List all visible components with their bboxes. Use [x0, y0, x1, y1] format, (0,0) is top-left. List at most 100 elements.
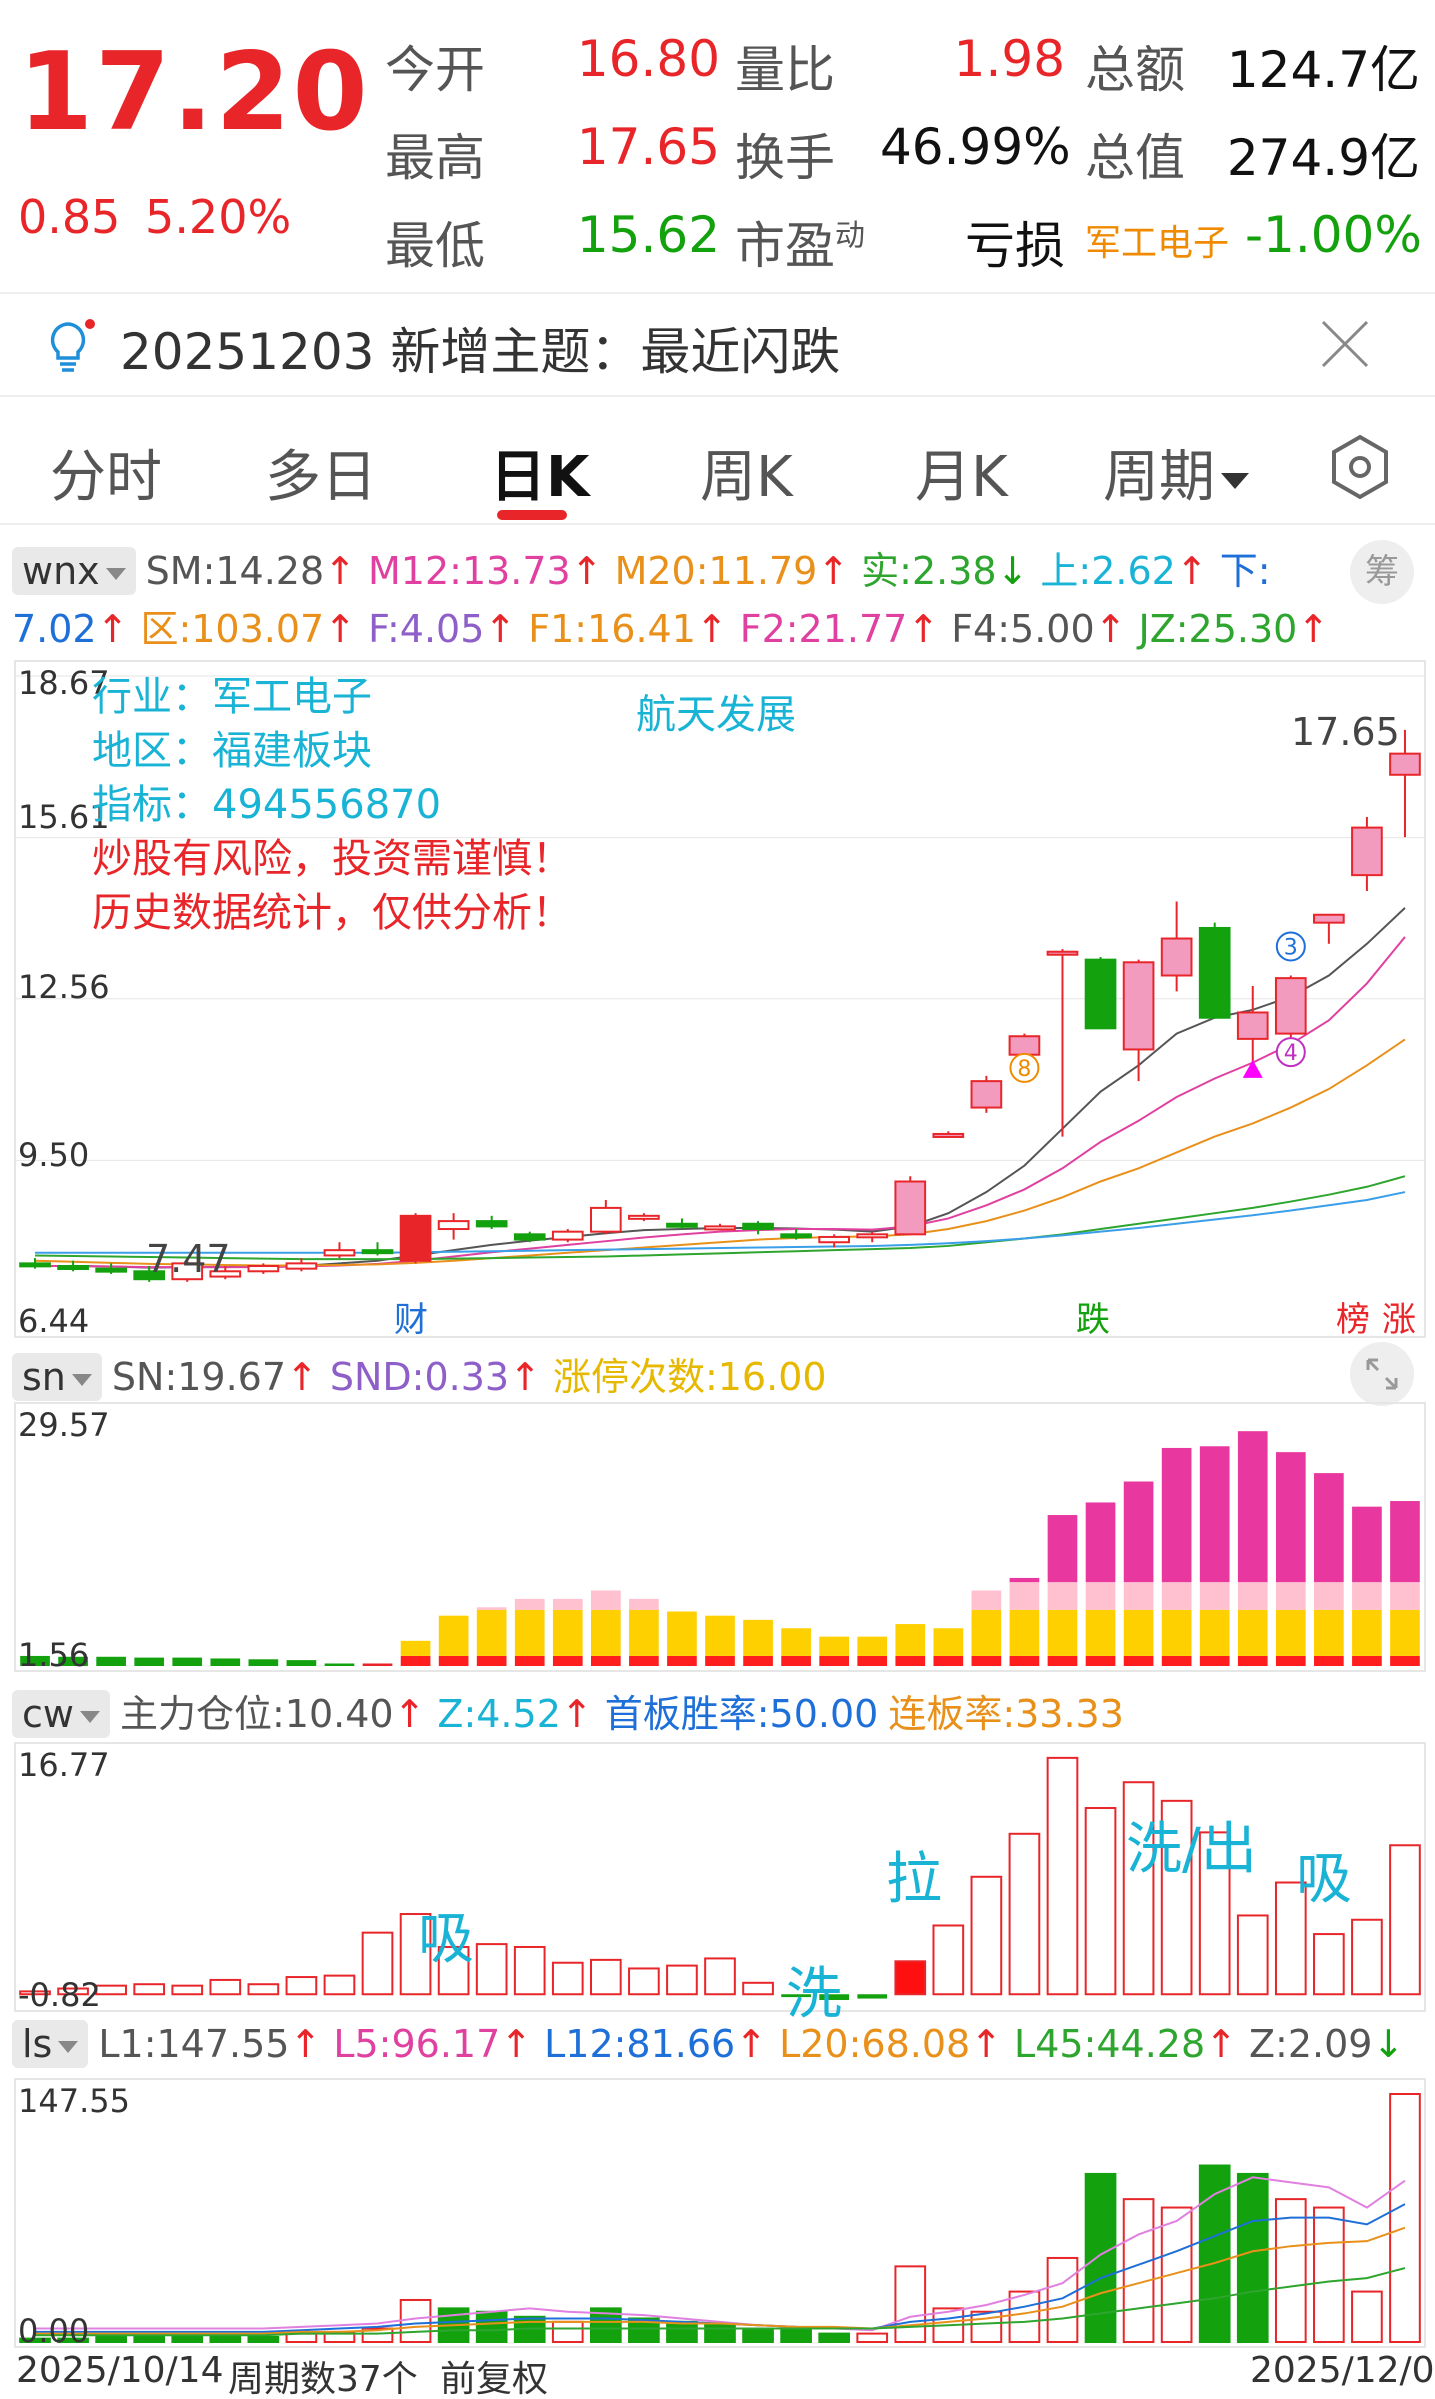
- tab-period-dropdown[interactable]: 周期: [1103, 432, 1249, 513]
- chip-distribution-button[interactable]: 筹: [1350, 540, 1414, 604]
- sn-panel[interactable]: 29.57 1.56: [14, 1402, 1426, 1674]
- sn-bar-segment: [1314, 1582, 1344, 1610]
- end-date: 2025/12/03: [1250, 2350, 1435, 2391]
- high-price-label: 17.65: [1291, 710, 1400, 754]
- tab-multiday[interactable]: 多日: [265, 445, 377, 510]
- candle-body: [894, 1180, 927, 1236]
- tab-intraday[interactable]: 分时: [50, 445, 162, 510]
- ls-panel[interactable]: 147.55 0.00: [14, 2078, 1426, 2350]
- adjust-mode[interactable]: 前复权: [440, 2359, 549, 2399]
- ls-value-4: L45:44.28: [1014, 2022, 1206, 2066]
- kline-indicator-selector[interactable]: wnx: [12, 547, 136, 595]
- tab-daily-k[interactable]: 日K: [490, 445, 590, 510]
- tag-ranking[interactable]: 榜: [1336, 1300, 1370, 1340]
- ls-bar: [628, 2317, 660, 2343]
- market-cap-value: 274.9亿: [1226, 129, 1420, 187]
- ls-bar: [742, 2327, 774, 2343]
- sn-bar-segment: [1009, 1577, 1040, 1583]
- arrow-down-icon: ↓: [1372, 2022, 1405, 2066]
- annotation-pull: 拉: [886, 1847, 942, 1912]
- y-axis-label: 147.55: [18, 2082, 130, 2120]
- tag-drop[interactable]: 跌: [1076, 1300, 1110, 1340]
- marker-4-circle: [1275, 1037, 1306, 1068]
- sn-bar-segment: [590, 1590, 621, 1610]
- annotation-wash: 洗: [786, 1962, 842, 2027]
- tab-weekly-k[interactable]: 周K: [700, 445, 793, 510]
- expand-icon[interactable]: [1350, 1342, 1414, 1406]
- sn-bar-segment: [1085, 1502, 1116, 1583]
- ls-bar: [666, 2320, 698, 2343]
- cw-bar: [857, 1994, 888, 1999]
- ls-bar: [1274, 2198, 1307, 2343]
- candle-body: [247, 1265, 280, 1273]
- sn-bar-segment: [933, 1655, 964, 1666]
- sn-bar-segment: [552, 1655, 583, 1666]
- candle-body: [437, 1220, 470, 1231]
- sn-bar-segment: [1352, 1506, 1382, 1583]
- tag-finance[interactable]: 财: [394, 1300, 428, 1340]
- candle-body: [171, 1262, 204, 1281]
- hexagon-settings-icon[interactable]: [1325, 432, 1395, 502]
- sn-bar-segment: [1009, 1582, 1040, 1610]
- ls-bar: [475, 2310, 508, 2343]
- ls-bar: [399, 2298, 432, 2343]
- caret-down-icon: [105, 567, 126, 580]
- low-value: 15.62: [576, 206, 720, 264]
- sector-label[interactable]: 军工电子: [1085, 223, 1230, 264]
- kline-value-0: SM:14.28: [145, 549, 325, 593]
- cw-bar: [628, 1967, 660, 1996]
- pe-dynamic-sup: 动: [835, 218, 865, 254]
- ls-bar: [894, 2265, 927, 2343]
- concept-label[interactable]: 航天发展: [636, 692, 796, 738]
- cw-indicator-row: cw 主力仓位:10.40↑ Z:4.52↑ 首板胜率:50.00 连板率:33.33: [12, 1683, 1134, 1738]
- ls-bar: [1236, 2172, 1269, 2343]
- candle-body: [323, 1249, 356, 1257]
- candle-body: [1351, 826, 1383, 877]
- notice-text: 20251203 新增主题：最近闪跌: [120, 323, 841, 381]
- sn-bar-segment: [476, 1607, 507, 1610]
- ls-bar: [209, 2334, 242, 2343]
- ls-bar: [171, 2335, 204, 2343]
- sn-bar-segment: [1085, 1655, 1116, 1666]
- candle-body: [285, 1262, 318, 1270]
- ls-value-1: L5:96.17: [333, 2022, 501, 2066]
- kline2-value-2: F:4.05: [368, 607, 485, 651]
- cw-bar: [932, 1924, 965, 1996]
- change-amount: 0.85: [18, 190, 121, 244]
- chevron-down-icon: [1221, 472, 1249, 489]
- candle-body: [1084, 958, 1117, 1030]
- tab-monthly-k[interactable]: 月K: [915, 445, 1008, 510]
- sn-bar: [210, 1658, 241, 1666]
- cw-bar: [1313, 1933, 1345, 1996]
- theme-notice[interactable]: 20251203 新增主题：最近闪跌: [0, 292, 1435, 397]
- ls-value-3: L20:68.08: [779, 2022, 971, 2066]
- low-label: 最低: [385, 217, 485, 275]
- y-axis-label: -0.82: [18, 1976, 101, 2014]
- tag-limit-up[interactable]: 涨: [1382, 1300, 1416, 1340]
- candle-body: [856, 1233, 889, 1239]
- sn-indicator-selector[interactable]: sn: [12, 1353, 102, 1401]
- close-icon[interactable]: [1315, 314, 1375, 374]
- sn-bar-segment: [743, 1619, 773, 1656]
- ls-indicator-selector[interactable]: ls: [12, 2020, 89, 2068]
- ls-bar: [95, 2335, 127, 2343]
- cw-indicator-selector[interactable]: cw: [12, 1690, 110, 1738]
- candle-body: [475, 1220, 508, 1228]
- turnover-amount-label: 总额: [1085, 41, 1185, 99]
- kline2-value-4: F2:21.77: [739, 607, 908, 651]
- pe-value: 亏损: [965, 217, 1065, 275]
- ls-bar: [1122, 2198, 1155, 2343]
- cw-panel[interactable]: 16.77 -0.82 吸 洗 拉 洗/出 吸: [14, 1742, 1426, 2027]
- candle-body: [1313, 913, 1345, 924]
- ls-bar: [1046, 2256, 1079, 2343]
- risk-warning: 炒股有风险，投资需谨慎！: [92, 836, 572, 882]
- arrow-up-icon: ↑: [286, 1355, 318, 1399]
- arrow-up-icon: ↑: [907, 607, 940, 651]
- candle-body: [589, 1206, 622, 1233]
- candle-body: [1122, 961, 1155, 1051]
- marker-8-circle: [1009, 1052, 1040, 1083]
- candle-body: [95, 1267, 127, 1273]
- kline-value-4: 上:2.62: [1040, 549, 1176, 593]
- sn-chart: [20, 1431, 1420, 1666]
